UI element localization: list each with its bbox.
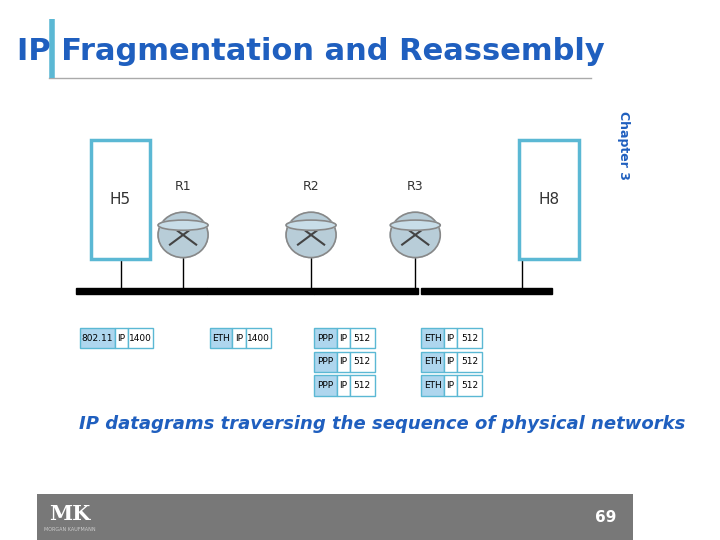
Text: MORGAN KAUFMANN: MORGAN KAUFMANN [44,526,96,532]
FancyBboxPatch shape [80,328,114,348]
Text: 1400: 1400 [129,334,152,342]
FancyBboxPatch shape [421,328,444,348]
Text: IP: IP [446,334,454,342]
FancyBboxPatch shape [350,375,375,396]
Bar [207,288,314,294]
FancyBboxPatch shape [421,375,444,396]
FancyBboxPatch shape [350,328,375,348]
Circle shape [158,212,208,258]
Text: IP: IP [235,334,243,342]
Text: 1400: 1400 [247,334,269,342]
FancyBboxPatch shape [210,328,233,348]
Text: H8: H8 [539,192,559,207]
Text: 512: 512 [461,334,478,342]
Circle shape [390,212,440,258]
Text: PPP: PPP [318,334,333,342]
FancyBboxPatch shape [246,328,271,348]
FancyBboxPatch shape [91,140,150,259]
Ellipse shape [286,220,336,230]
Text: IP: IP [339,334,347,342]
FancyBboxPatch shape [444,352,457,372]
FancyBboxPatch shape [233,328,246,348]
Text: IP: IP [446,357,454,366]
Bar [421,288,552,294]
FancyBboxPatch shape [337,375,350,396]
FancyBboxPatch shape [444,328,457,348]
Text: IP: IP [117,334,125,342]
FancyBboxPatch shape [314,352,337,372]
Text: R3: R3 [407,180,423,193]
Text: IP: IP [339,357,347,366]
Text: ETH: ETH [423,381,441,390]
Bar [314,288,418,294]
FancyBboxPatch shape [457,352,482,372]
FancyBboxPatch shape [519,140,579,259]
Text: 512: 512 [461,357,478,366]
Ellipse shape [390,220,440,230]
Text: ETH: ETH [423,357,441,366]
FancyBboxPatch shape [444,375,457,396]
Text: R2: R2 [302,180,320,193]
Text: H5: H5 [110,192,131,207]
Text: IP: IP [339,381,347,390]
Text: PPP: PPP [318,381,333,390]
Text: 512: 512 [354,357,371,366]
FancyBboxPatch shape [314,375,337,396]
Text: ETH: ETH [423,334,441,342]
FancyBboxPatch shape [314,328,337,348]
Ellipse shape [158,220,208,230]
Text: MK: MK [49,504,91,524]
FancyBboxPatch shape [350,352,375,372]
Bar [37,494,633,540]
Text: 512: 512 [354,334,371,342]
FancyBboxPatch shape [337,328,350,348]
Text: Chapter 3: Chapter 3 [616,111,629,180]
FancyBboxPatch shape [337,352,350,372]
Circle shape [286,212,336,258]
FancyBboxPatch shape [421,352,444,372]
Text: 512: 512 [354,381,371,390]
Text: 802.11: 802.11 [81,334,113,342]
Text: ETH: ETH [212,334,230,342]
FancyBboxPatch shape [114,328,127,348]
FancyBboxPatch shape [127,328,153,348]
Text: IP: IP [446,381,454,390]
Bar [76,288,207,294]
Text: 512: 512 [461,381,478,390]
Text: IP Fragmentation and Reassembly: IP Fragmentation and Reassembly [17,37,605,66]
Text: R1: R1 [175,180,192,193]
Text: PPP: PPP [318,357,333,366]
FancyBboxPatch shape [457,328,482,348]
Text: 69: 69 [595,510,616,525]
Text: IP datagrams traversing the sequence of physical networks: IP datagrams traversing the sequence of … [79,415,685,433]
FancyBboxPatch shape [457,375,482,396]
